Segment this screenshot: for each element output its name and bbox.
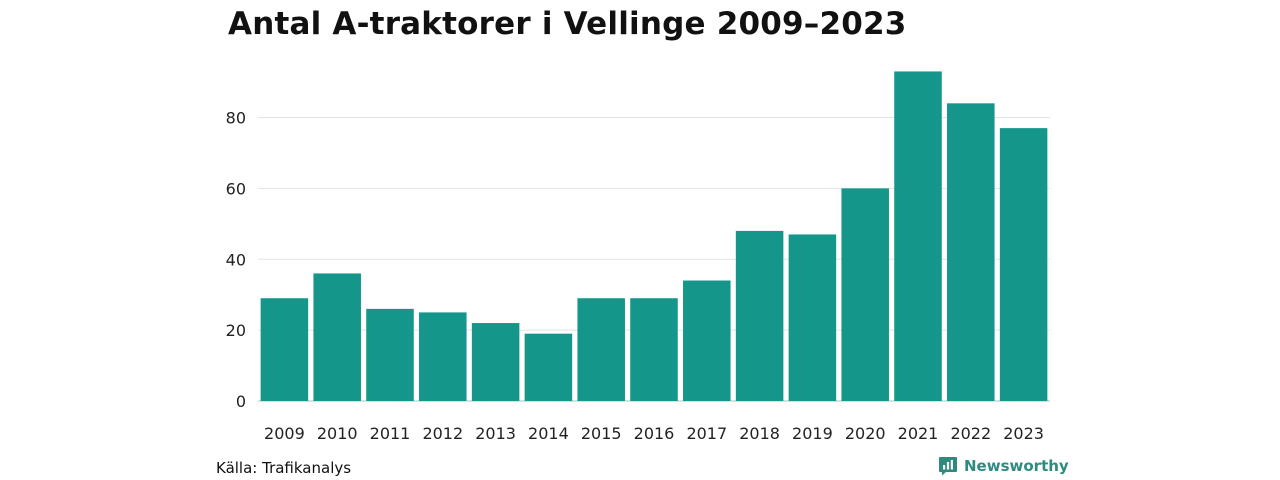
x-tick-label: 2013 — [475, 424, 516, 443]
y-tick-label: 0 — [236, 392, 246, 411]
x-tick-label: 2023 — [1003, 424, 1044, 443]
newsworthy-logo-icon — [939, 457, 957, 476]
bars — [260, 71, 1048, 402]
bar — [366, 308, 414, 401]
brand-logo: Newsworthy — [938, 456, 1069, 476]
x-tick-label: 2009 — [264, 424, 305, 443]
bar — [999, 128, 1048, 401]
x-tick-label: 2012 — [422, 424, 463, 443]
x-tick-label: 2015 — [581, 424, 622, 443]
bar — [419, 312, 467, 401]
y-tick-label: 40 — [226, 250, 246, 269]
bar — [630, 298, 678, 401]
x-tick-label: 2014 — [528, 424, 569, 443]
bar — [260, 298, 309, 401]
bar — [894, 71, 942, 402]
x-tick-label: 2011 — [370, 424, 411, 443]
y-tick-label: 80 — [226, 109, 246, 128]
bar — [471, 323, 520, 401]
x-tick-label: 2016 — [634, 424, 675, 443]
brand-name: Newsworthy — [964, 457, 1069, 475]
bar — [735, 230, 784, 401]
x-tick-label: 2020 — [845, 424, 886, 443]
y-tick-label: 20 — [226, 321, 246, 340]
bar — [841, 188, 889, 401]
x-tick-label: 2018 — [739, 424, 780, 443]
source-note: Källa: Trafikanalys — [216, 459, 352, 477]
bar — [577, 298, 625, 401]
bar — [313, 273, 361, 401]
bar — [683, 280, 731, 401]
bar — [947, 103, 995, 401]
bar — [788, 234, 837, 401]
x-tick-label: 2019 — [792, 424, 833, 443]
x-axis-ticks: 2009 2010 2011 2012 2013 2014 2015 2016 2017 2018… — [264, 424, 1044, 443]
bar — [524, 333, 573, 401]
x-tick-label: 2017 — [686, 424, 727, 443]
x-tick-label: 2022 — [950, 424, 991, 443]
y-tick-label: 60 — [226, 179, 246, 198]
x-tick-label: 2021 — [898, 424, 939, 443]
chart-title: Antal A-traktorer i Vellinge 2009–2023 — [228, 6, 907, 42]
y-axis-ticks: 0 20 40 60 80 — [226, 109, 246, 412]
x-tick-label: 2010 — [317, 424, 358, 443]
